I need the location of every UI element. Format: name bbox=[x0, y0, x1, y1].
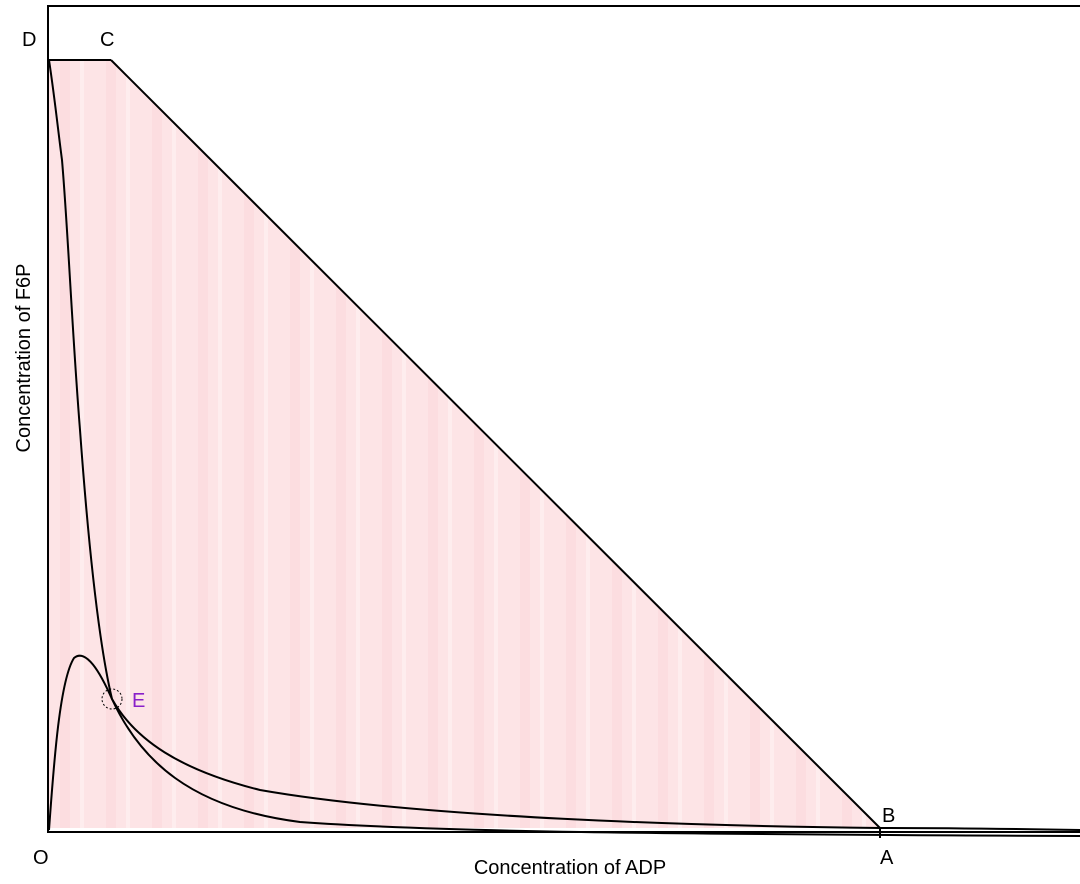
point-label-e: E bbox=[132, 690, 145, 712]
point-label-b: B bbox=[882, 805, 895, 827]
region-boundary-cb bbox=[110, 59, 881, 829]
point-label-d: D bbox=[22, 29, 36, 51]
steady-state-marker bbox=[101, 688, 123, 710]
nullcline-hump bbox=[48, 654, 1080, 831]
x-axis-label: Concentration of ADP bbox=[474, 857, 666, 879]
point-label-o: O bbox=[33, 847, 49, 869]
point-label-a: A bbox=[880, 847, 894, 869]
y-axis-label: Concentration of F6P bbox=[13, 264, 35, 453]
nullcline-steep bbox=[48, 59, 1080, 837]
trapping-region bbox=[49, 60, 880, 828]
point-label-c: C bbox=[100, 29, 114, 51]
